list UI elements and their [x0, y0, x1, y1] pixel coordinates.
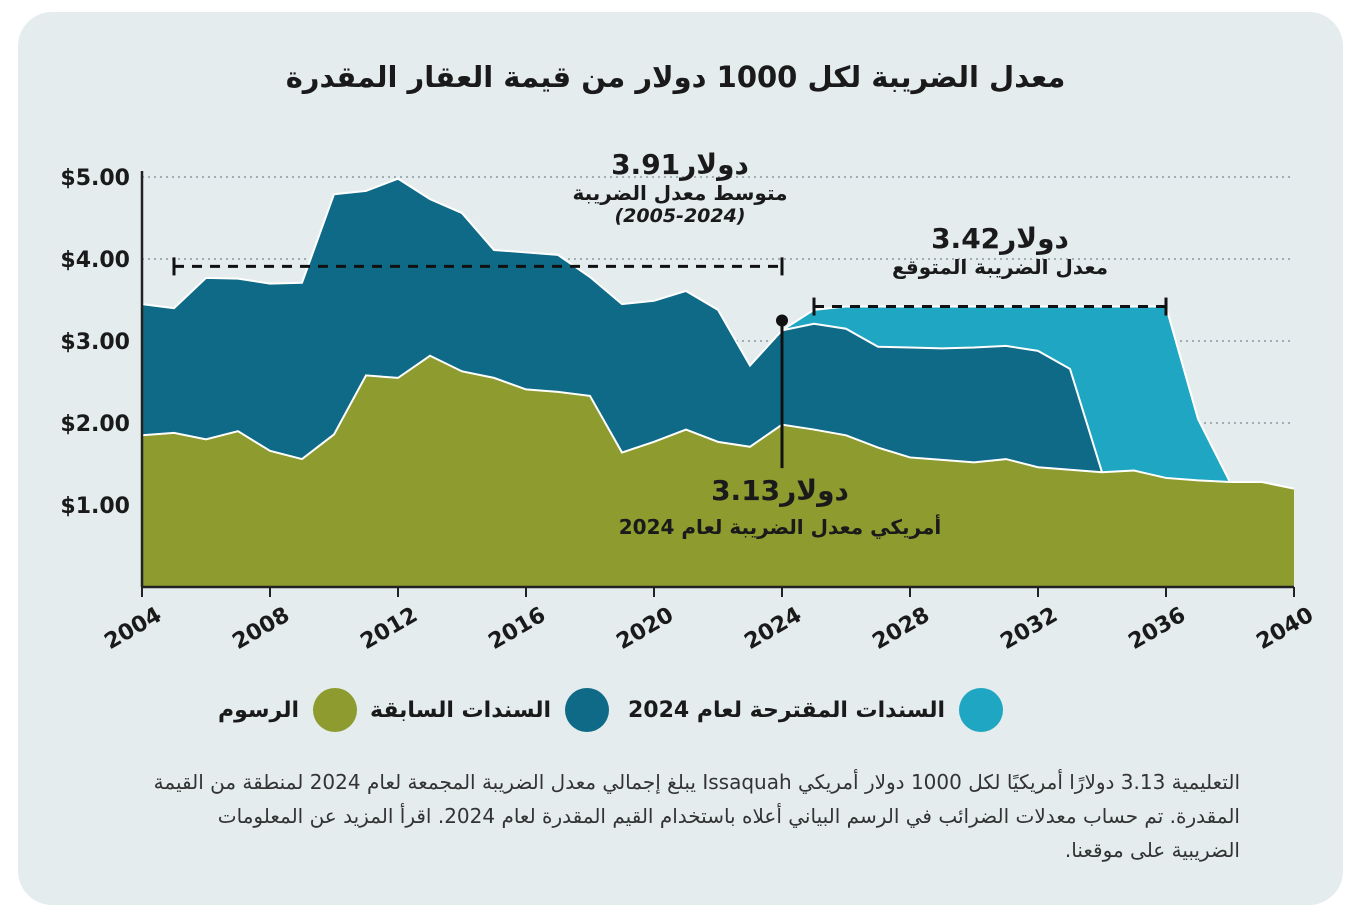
x-tick-label-9: 2040 [1252, 603, 1318, 655]
x-tick-label-8: 2036 [1124, 603, 1190, 655]
x-tick-label-0: 2004 [100, 603, 166, 655]
projected-rate-currency: دولار [1000, 222, 1069, 255]
x-tick-label-2: 2012 [356, 603, 422, 655]
legend-label-fees: الرسوم [218, 697, 300, 723]
legend-label-proposed: السندات المقترحة لعام 2024 [628, 697, 946, 723]
x-tick-label-5: 2024 [740, 603, 806, 655]
legend-item-previous: السندات السابقة [370, 688, 610, 732]
average-rate-period: (2005-2024) [614, 205, 746, 227]
y-tick-label-0: $1.00 [60, 494, 130, 519]
marker-rate-annotation: دولار3.13 أمريكي معدل الضريبة لعام 2024 [600, 474, 960, 539]
marker-dot [776, 314, 788, 327]
legend-item-proposed: السندات المقترحة لعام 2024 [628, 688, 1004, 732]
area-series-0 [142, 355, 1294, 587]
average-rate-annotation: دولار3.91 متوسط معدل الضريبة (2005-2024) [560, 148, 800, 227]
x-tick-label-1: 2008 [228, 603, 294, 655]
projected-rate-label: معدل الضريبة المتوقع [891, 255, 1109, 279]
y-tick-label-4: $5.00 [60, 166, 130, 191]
average-rate-currency: دولار [680, 148, 749, 181]
y-tick-label-2: $3.00 [60, 330, 130, 355]
x-tick-label-6: 2028 [868, 603, 934, 655]
projected-rate-value: 3.42 [931, 222, 1001, 255]
average-rate-label: متوسط معدل الضريبة [572, 181, 788, 205]
average-rate-value: 3.91 [611, 148, 681, 181]
chart-title: معدل الضريبة لكل 1000 دولار من قيمة العق… [285, 60, 1066, 94]
y-tick-label-1: $2.00 [60, 412, 130, 437]
marker-rate-value: 3.13 [711, 474, 781, 507]
x-tick-label-4: 2020 [612, 603, 678, 655]
footnote: التعليمية 3.13 دولارًا أمريكيًا لكل 1000… [153, 770, 1240, 862]
x-tick-label-7: 2032 [996, 603, 1062, 655]
legend-swatch-proposed [959, 688, 1004, 732]
marker-rate-label: أمريكي معدل الضريبة لعام 2024 [618, 515, 942, 539]
x-tick-label-3: 2016 [484, 603, 550, 655]
legend-item-fees: الرسوم [218, 688, 358, 732]
y-tick-label-3: $4.00 [60, 248, 130, 273]
projected-rate-annotation: دولار3.42 معدل الضريبة المتوقع [880, 222, 1120, 279]
legend-label-previous: السندات السابقة [370, 697, 552, 723]
legend-swatch-fees [313, 688, 358, 732]
legend-swatch-previous [565, 688, 610, 732]
marker-rate-currency: دولار [780, 474, 849, 507]
